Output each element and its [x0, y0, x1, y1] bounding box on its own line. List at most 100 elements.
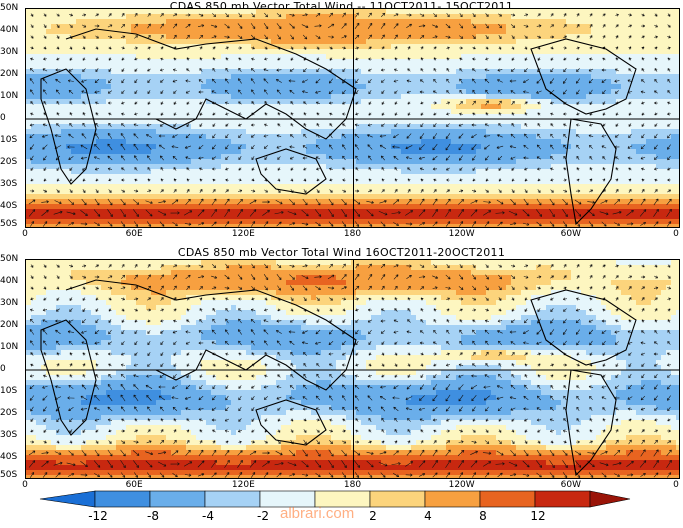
field-cell [146, 54, 151, 59]
field-cell [371, 69, 376, 74]
field-cell [381, 144, 386, 149]
field-cell [146, 124, 151, 129]
field-cell [636, 194, 641, 199]
field-cell [46, 24, 51, 29]
field-cell [416, 89, 421, 94]
field-cell [661, 39, 666, 44]
field-cell [56, 14, 61, 19]
field-cell [451, 9, 456, 14]
field-cell [656, 94, 661, 99]
field-cell [426, 104, 431, 109]
field-cell [566, 169, 571, 174]
field-cell [606, 159, 611, 164]
field-cell [96, 14, 101, 19]
field-cell [266, 59, 271, 64]
field-cell [201, 74, 206, 79]
field-cell [131, 144, 136, 149]
field-cell [406, 129, 411, 134]
field-cell [131, 69, 136, 74]
field-cell [56, 54, 61, 59]
field-cell [76, 189, 81, 194]
field-cell [326, 49, 331, 54]
field-cell [116, 34, 121, 39]
field-cell [596, 194, 601, 199]
field-cell [266, 34, 271, 39]
field-cell [511, 114, 516, 119]
field-cell [646, 154, 651, 159]
field-cell [591, 159, 596, 164]
field-cell [661, 49, 666, 54]
field-cell [506, 169, 511, 174]
field-cell [646, 144, 651, 149]
field-cell [246, 119, 251, 124]
field-cell [136, 39, 141, 44]
field-cell [286, 169, 291, 174]
field-cell [321, 49, 326, 54]
field-cell [81, 44, 86, 49]
field-cell [76, 129, 81, 134]
field-cell [51, 49, 56, 54]
field-cell [376, 169, 381, 174]
field-cell [166, 179, 171, 184]
field-cell [171, 114, 176, 119]
field-cell [256, 104, 261, 109]
field-cell [251, 189, 256, 194]
field-cell [86, 159, 91, 164]
field-cell [276, 154, 281, 159]
field-cell [406, 39, 411, 44]
field-cell [606, 104, 611, 109]
field-cell [271, 119, 276, 124]
field-cell [596, 139, 601, 144]
field-cell [36, 44, 41, 49]
field-cell [451, 109, 456, 114]
field-cell [576, 99, 581, 104]
field-cell [311, 194, 316, 199]
field-cell [281, 129, 286, 134]
field-cell [481, 49, 486, 54]
field-cell [356, 109, 361, 114]
field-cell [156, 79, 161, 84]
field-cell [566, 99, 571, 104]
field-cell [466, 94, 471, 99]
field-cell [196, 134, 201, 139]
field-cell [136, 189, 141, 194]
field-cell [56, 104, 61, 109]
field-cell [111, 109, 116, 114]
field-cell [391, 109, 396, 114]
field-cell [226, 29, 231, 34]
field-cell [186, 59, 191, 64]
field-cell [506, 29, 511, 34]
field-cell [71, 144, 76, 149]
field-cell [241, 44, 246, 49]
field-cell [126, 104, 131, 109]
field-cell [226, 24, 231, 29]
field-cell [96, 189, 101, 194]
field-cell [541, 149, 546, 154]
field-cell [596, 9, 601, 14]
field-cell [676, 134, 679, 139]
field-cell [106, 199, 111, 204]
field-cell [361, 169, 366, 174]
field-cell [496, 174, 501, 179]
field-cell [621, 134, 626, 139]
field-cell [306, 34, 311, 39]
field-cell [476, 84, 481, 89]
field-cell [236, 109, 241, 114]
field-cell [481, 24, 486, 29]
field-cell [36, 164, 41, 169]
field-cell [616, 114, 621, 119]
field-cell [381, 94, 386, 99]
field-cell [531, 94, 536, 99]
field-cell [346, 174, 351, 179]
field-cell [336, 189, 341, 194]
field-cell [251, 179, 256, 184]
field-cell [266, 139, 271, 144]
field-cell [61, 39, 66, 44]
field-cell [256, 49, 261, 54]
field-cell [436, 79, 441, 84]
field-cell [281, 74, 286, 79]
field-cell [386, 49, 391, 54]
field-cell [146, 159, 151, 164]
field-cell [281, 164, 286, 169]
field-cell [551, 84, 556, 89]
